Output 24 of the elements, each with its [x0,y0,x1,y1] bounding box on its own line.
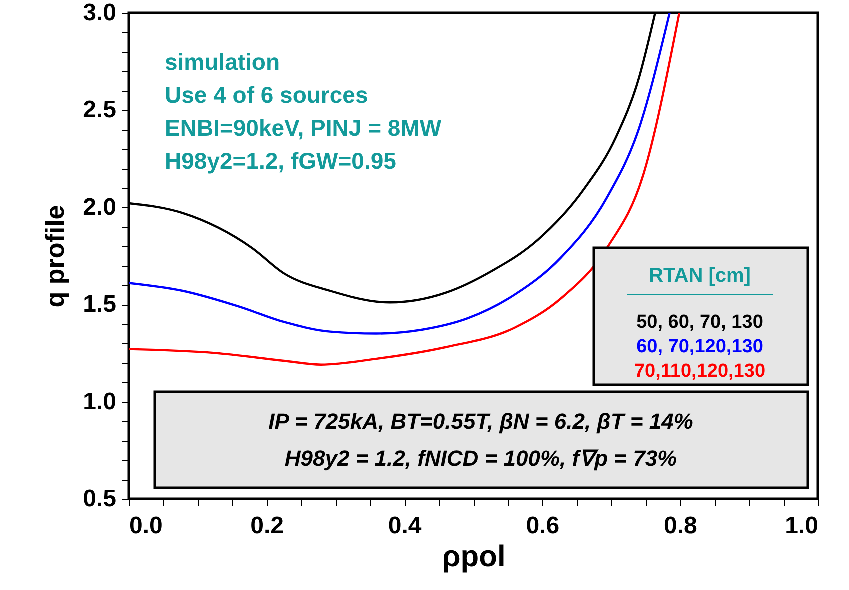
text: 70,110,120,130 [634,361,766,382]
annotation: IP = 725kA, BT=0.55T, βN = 6.2, βT = 14% [268,409,694,434]
x-tick-label: 1.0 [785,512,818,540]
annotation: H98y2 = 1.2, fNICD = 100%, f∇p = 73% [284,446,678,471]
x-tick-label: 0.6 [526,512,560,540]
annotation: Use 4 of 6 sources [165,82,368,108]
x-tick-label: 0.0 [130,512,163,540]
annotation: ENBI=90keV, PINJ = 8MW [165,115,442,141]
x-tick-label: 0.2 [250,512,284,540]
x-axis-title: ρpol [442,540,506,574]
text: 60, 70,120,130 [636,336,764,358]
annotation: simulation [165,49,280,75]
x-tick-label: 0.8 [664,512,698,540]
y-tick-label: 2.5 [83,96,116,124]
y-axis-title: q profile [40,205,70,308]
annotation: H98y2=1.2, fGW=0.95 [165,148,397,174]
x-tick-label: 0.4 [388,512,422,540]
y-tick-label: 0.5 [83,486,116,512]
legend-title: RTAN [cm] [649,265,751,287]
text: 50, 60, 70, 130 [636,312,764,333]
y-tick-label: 3.0 [83,0,116,26]
y-tick-label: 1.0 [83,388,116,416]
y-tick-label: 1.5 [83,291,116,318]
y-tick-label: 2.0 [83,194,116,221]
